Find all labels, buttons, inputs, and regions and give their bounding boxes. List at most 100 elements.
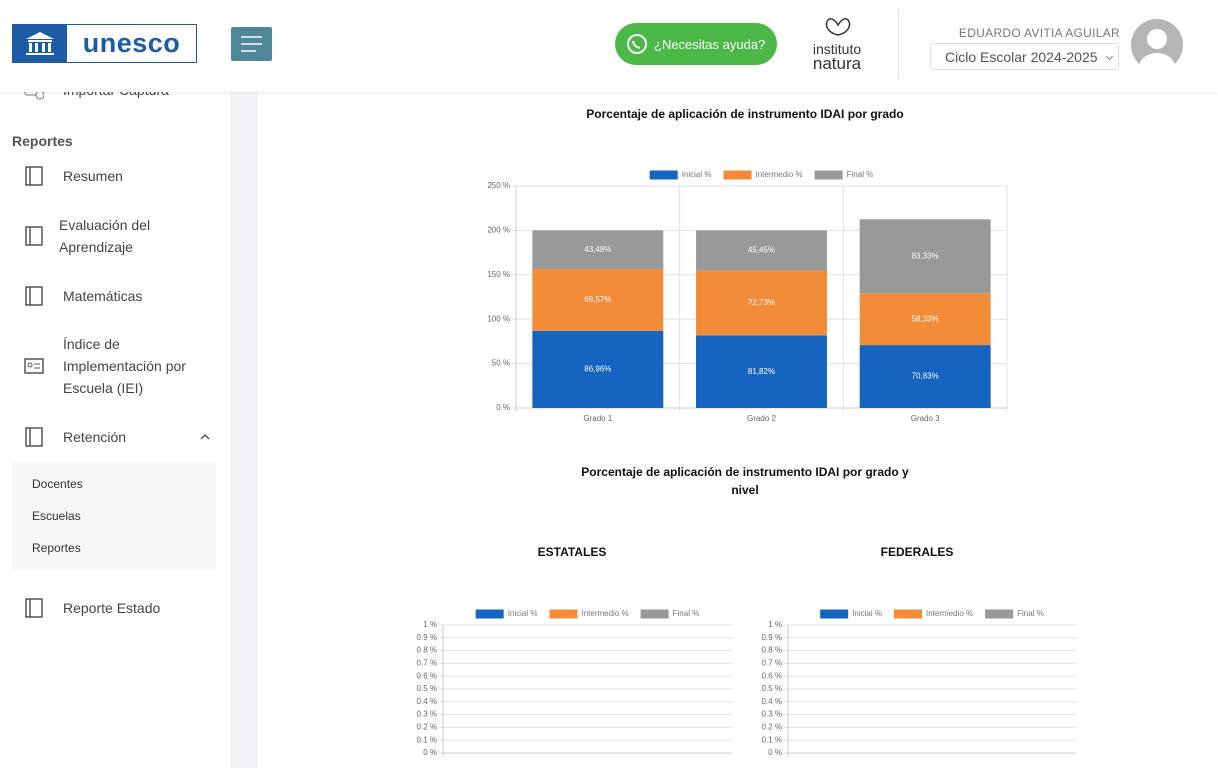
- legend-label: Inicial %: [682, 170, 712, 179]
- legend-swatch: [814, 170, 843, 180]
- y-tick-label: 200 %: [487, 226, 510, 235]
- legend-label: Final %: [1017, 609, 1044, 618]
- legend-swatch: [649, 170, 678, 180]
- icon: [25, 166, 43, 186]
- legend-label: Intermedio %: [926, 609, 973, 618]
- section-heading: Reportes: [12, 133, 73, 149]
- chart-title: FEDERALES: [881, 545, 954, 559]
- bar-segment: [859, 345, 991, 408]
- legend-label: Final %: [673, 609, 700, 618]
- whatsapp-icon: [627, 34, 647, 54]
- y-tick-label: 0.4 %: [417, 697, 437, 706]
- legend-swatch: [820, 609, 849, 619]
- menu-item[interactable]: Retención: [63, 429, 127, 445]
- menu-item[interactable]: Índice de Implementación por Escuela (IE…: [63, 336, 186, 396]
- brand-line: instituto: [812, 41, 862, 57]
- submenu: Docentes Escuelas Reportes: [12, 462, 216, 570]
- chevron[interactable]: [200, 432, 210, 442]
- school-year-select[interactable]: Ciclo Escolar 2024-2025: [930, 43, 1119, 70]
- submenu-item[interactable]: Docentes: [32, 477, 83, 491]
- y-tick-label: 0.5 %: [762, 684, 782, 693]
- value-label: 72,73%: [748, 298, 775, 307]
- legend-label: Inicial %: [508, 609, 538, 618]
- value-label: 81,82%: [748, 367, 775, 376]
- y-tick-label: 0.9 %: [762, 633, 782, 642]
- icon: [25, 427, 43, 447]
- y-tick-label: 1 %: [768, 620, 782, 629]
- brand-line: natura: [812, 54, 862, 73]
- icon: [25, 286, 43, 306]
- bar-segment: [532, 330, 664, 408]
- x-tick-label: Grado 2: [747, 414, 776, 423]
- legend-label: Intermedio %: [755, 170, 802, 179]
- bar-segment: [696, 270, 827, 336]
- legend-label: Intermedio %: [581, 609, 628, 618]
- legend-swatch: [549, 609, 578, 619]
- x-tick-label: Grado 1: [583, 414, 612, 423]
- y-tick-label: 0.2 %: [417, 723, 437, 732]
- legend-swatch: [985, 609, 1014, 619]
- y-tick-label: 250 %: [487, 181, 510, 190]
- submenu-item[interactable]: Escuelas: [32, 509, 81, 523]
- header: unesco ¿Necesitas ayuda? instituto natur…: [0, 0, 1218, 92]
- menu-item[interactable]: Matemáticas: [63, 288, 143, 304]
- value-label: 43,48%: [584, 245, 611, 254]
- logo-text: unesco: [82, 28, 181, 58]
- y-tick-label: 0 %: [496, 403, 510, 412]
- divider: [898, 10, 899, 78]
- y-tick-label: 0.8 %: [417, 646, 437, 655]
- chart-title: ESTATALES: [538, 545, 607, 559]
- brand-icon: [825, 18, 851, 36]
- value-label: 86,96%: [584, 364, 611, 373]
- section-title: Porcentaje de aplicación de instrumento …: [581, 465, 909, 497]
- logo-icon: [13, 25, 67, 62]
- bar-segment: [696, 335, 827, 408]
- user-name: EDUARDO AVITIA AGUILAR: [958, 26, 1120, 40]
- bar-segment: [532, 269, 664, 331]
- logo[interactable]: unesco: [12, 24, 197, 63]
- help-button[interactable]: ¿Necesitas ayuda?: [615, 23, 777, 65]
- legend-swatch: [475, 609, 504, 619]
- value-label: 83,33%: [912, 251, 939, 260]
- value-label: 69,57%: [584, 295, 611, 304]
- avatar[interactable]: [1131, 19, 1183, 71]
- help-text: ¿Necesitas ayuda?: [654, 36, 766, 52]
- menu-item[interactable]: Resumen: [63, 168, 123, 184]
- brand: instituto natura: [806, 41, 868, 73]
- legend-label: Final %: [847, 170, 874, 179]
- bar-segment: [859, 293, 991, 346]
- y-tick-label: 100 %: [487, 314, 510, 323]
- legend-swatch: [893, 609, 922, 619]
- bar-segment: [696, 230, 827, 271]
- legend-swatch: [640, 609, 669, 619]
- y-tick-label: 150 %: [487, 270, 510, 279]
- bar-segment: [859, 219, 991, 294]
- y-tick-label: 0.4 %: [762, 697, 782, 706]
- y-tick-label: 0.3 %: [762, 710, 782, 719]
- x-tick-label: Grado 3: [911, 414, 940, 423]
- background-gap: [230, 0, 258, 768]
- y-tick-label: 0.7 %: [762, 659, 782, 668]
- submenu-item[interactable]: Reportes: [32, 541, 81, 555]
- y-tick-label: 1 %: [423, 620, 437, 629]
- chart-title: Porcentaje de aplicación de instrumento …: [586, 107, 903, 121]
- menu-button[interactable]: [231, 27, 272, 61]
- bar-segment: [532, 230, 664, 270]
- sidebar: Importar Captura Reportes Resumen Evalua…: [0, 0, 230, 768]
- y-tick-label: 0.3 %: [417, 710, 437, 719]
- y-tick-label: 50 %: [492, 359, 510, 368]
- menu-item[interactable]: Reporte Estado: [63, 600, 161, 616]
- icon: [25, 598, 43, 618]
- y-tick-label: 0.8 %: [762, 646, 782, 655]
- y-tick-label: 0.9 %: [417, 633, 437, 642]
- y-tick-label: 0.6 %: [762, 671, 782, 680]
- y-tick-label: 0.6 %: [417, 671, 437, 680]
- value-label: 58,33%: [912, 314, 939, 323]
- y-tick-label: 0.1 %: [762, 735, 782, 744]
- legend-label: Inicial %: [852, 609, 882, 618]
- menu-item[interactable]: Evaluación del Aprendizaje: [59, 217, 151, 255]
- y-tick-label: 0 %: [423, 748, 437, 757]
- value-label: 45,45%: [748, 246, 775, 255]
